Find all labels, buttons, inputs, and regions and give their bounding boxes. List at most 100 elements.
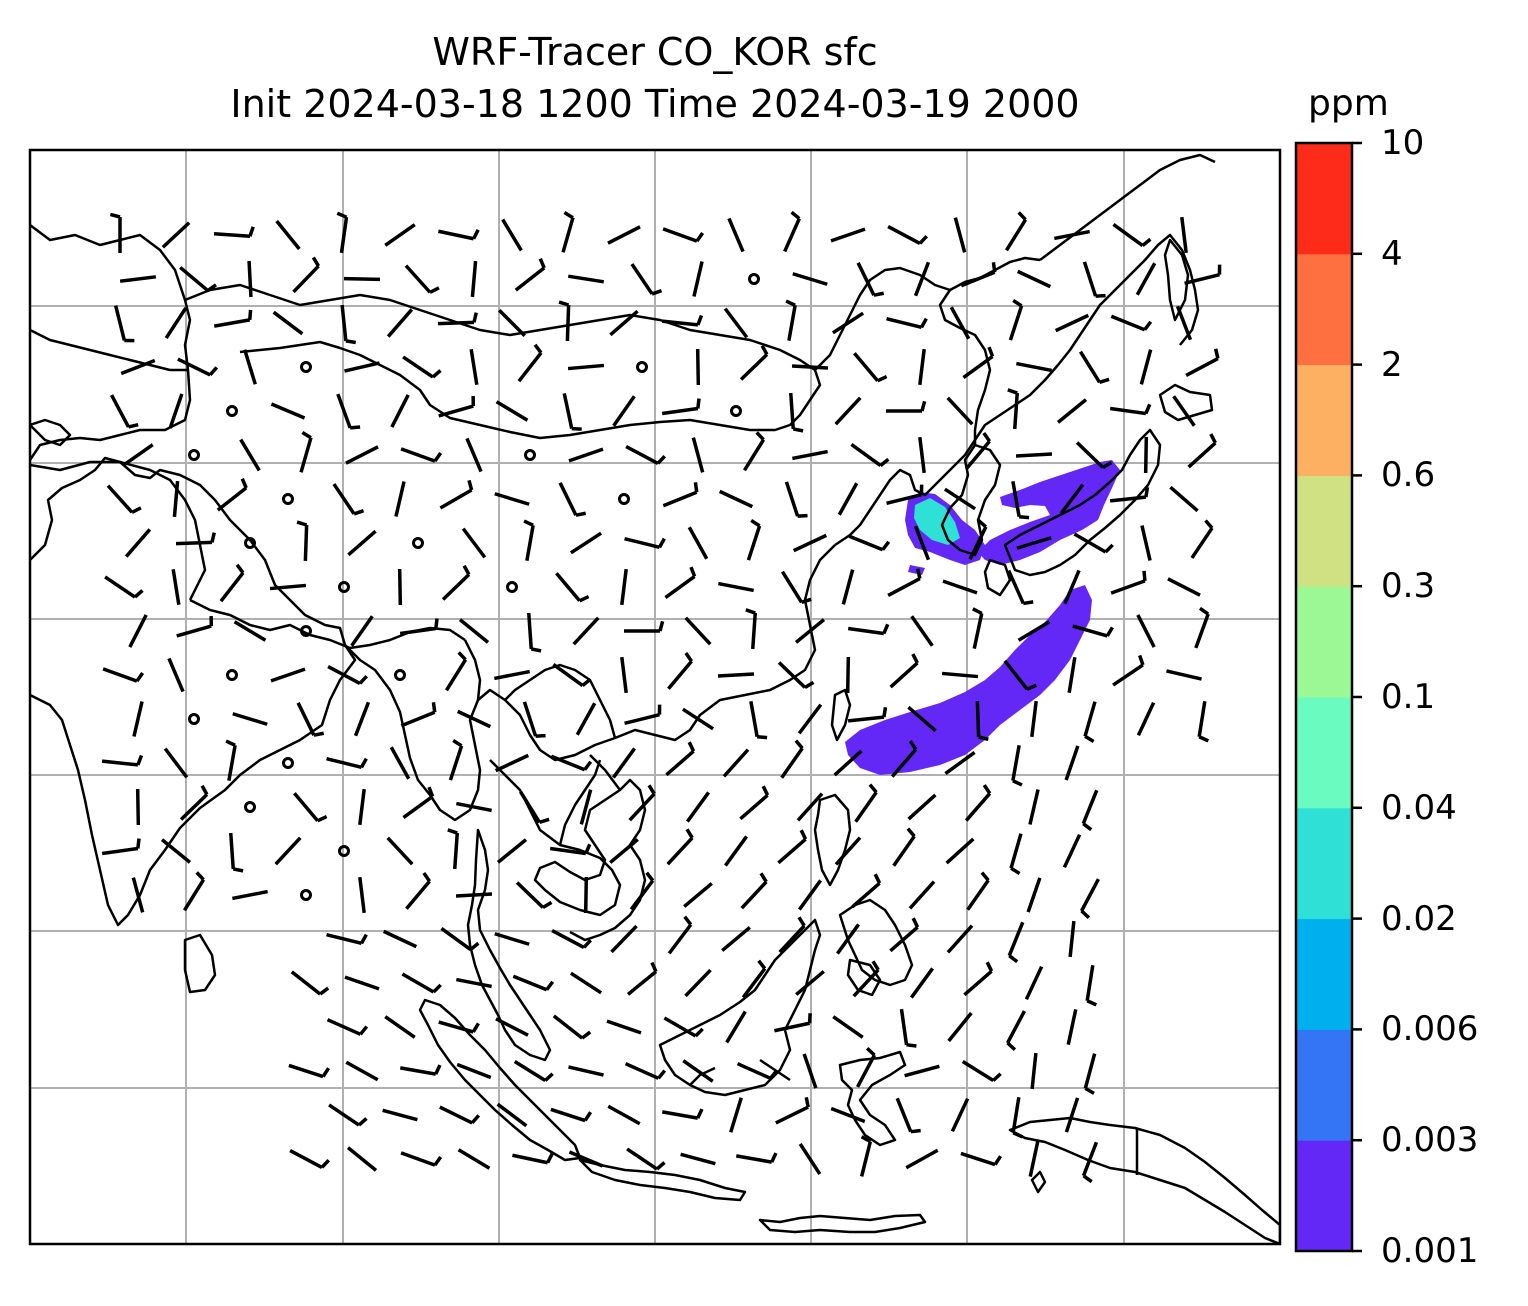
wind-barb-3-14 [274, 836, 302, 866]
wind-barb-15-19 [961, 1059, 1002, 1083]
wind-barb-3-4 [270, 402, 306, 420]
wind-barb-8-21 [568, 1150, 604, 1168]
colorbar-tick-label: 4 [1381, 233, 1403, 274]
wind-barb-10-7 [687, 526, 709, 560]
wind-barb-0-5 [122, 443, 154, 467]
wind-barb-16-13 [1028, 789, 1040, 825]
wind-barb-2-6 [216, 478, 248, 512]
coastlines [30, 153, 1280, 1244]
wind-barb-6-5 [465, 437, 483, 473]
wind-barb-9-8 [620, 568, 628, 606]
wind-barb-15-16 [946, 924, 974, 954]
coast-borneo [658, 918, 822, 1097]
wind-barb-12-10 [777, 661, 815, 690]
wind-barb-1-2 [164, 306, 188, 340]
wind-barb-13-11 [847, 706, 888, 723]
wind-barb-11-19 [736, 1062, 779, 1080]
wind-barb-17-2 [1054, 313, 1090, 333]
wind-barb-0-6 [106, 484, 142, 514]
wind-barb-15-5 [965, 432, 992, 470]
wind-barb-19-10 [1166, 669, 1202, 681]
map-title-line1: WRF-Tracer CO_KOR sfc [432, 30, 878, 74]
wind-barb-13-19 [856, 1047, 876, 1088]
wind-barb-7-20 [496, 1102, 528, 1128]
wind-barb-10-9 [684, 616, 712, 646]
wind-barbs [101, 210, 1222, 1184]
wind-barb-14-11 [907, 705, 937, 733]
wind-barb-15-14 [945, 837, 975, 865]
wind-barb-6-14 [447, 828, 460, 870]
wind-barb-17-14 [1062, 833, 1082, 869]
wind-barb-1-11 [188, 713, 200, 725]
wind-barb-10-17 [684, 968, 712, 998]
wind-barb-8-5 [568, 447, 604, 463]
wind-barb-12-19 [802, 1053, 818, 1089]
wind-barb-1-0 [161, 221, 191, 249]
wind-barb-9-21 [626, 1147, 666, 1171]
wind-barb-7-2 [498, 309, 526, 337]
wind-barb-4-9 [350, 615, 374, 647]
wind-barb-13-20 [830, 1106, 866, 1124]
wind-barb-5-9 [399, 618, 439, 636]
wind-barb-12-16 [778, 916, 806, 954]
wind-barb-9-10 [620, 656, 628, 694]
wind-barb-16-18 [1006, 1010, 1026, 1051]
wind-barb-7-9 [526, 612, 542, 653]
wind-barb-18-11 [1136, 701, 1156, 737]
coast-malay-peninsula [466, 828, 552, 1062]
wind-barb-2-13 [244, 801, 256, 813]
wind-barb-0-4 [110, 394, 139, 429]
wind-barb-4-13 [358, 788, 366, 826]
wind-barb-16-17 [1024, 965, 1044, 1001]
wind-barb-15-2 [949, 306, 971, 340]
wind-barb-13-21 [859, 1135, 873, 1177]
wind-barb-13-13 [854, 783, 878, 823]
wind-barb-6-9 [458, 618, 490, 644]
wind-barb-6-3 [469, 348, 479, 386]
wind-barb-12-4 [788, 392, 804, 433]
wind-barb-13-6 [837, 482, 859, 516]
wind-barb-11-17 [741, 959, 767, 999]
wind-barb-18-1 [1135, 262, 1157, 296]
wind-barb-11-7 [746, 518, 762, 561]
wind-barb-2-14 [228, 832, 244, 873]
wind-barb-17-18 [1066, 1009, 1078, 1045]
wind-barb-13-18 [832, 1015, 864, 1039]
colorbar-swatch-4 [1296, 697, 1352, 809]
wind-barb-10-1 [692, 261, 704, 297]
wind-barb-3-1 [292, 256, 321, 294]
wind-barb-11-5 [742, 431, 766, 472]
coast-philippines-mindanao [838, 898, 914, 987]
coast-japan-kyushu [983, 558, 1012, 597]
wind-barb-3-15 [300, 889, 312, 901]
wind-barb-4-15 [358, 876, 366, 914]
wind-barb-11-15 [740, 872, 768, 910]
wind-barb-18-10 [1112, 654, 1145, 687]
wind-barb-12-6 [784, 481, 808, 518]
wind-barb-14-13 [907, 793, 937, 821]
wind-barb-19-8 [1167, 577, 1201, 597]
wind-barb-10-15 [683, 882, 713, 908]
wind-barb-1-1 [179, 266, 217, 293]
wind-barb-10-12 [665, 741, 696, 777]
wind-barb-4-2 [340, 304, 357, 345]
wind-barb-13-2 [831, 311, 865, 335]
wind-barb-12-3 [791, 364, 829, 370]
wind-barb-16-4 [1007, 388, 1020, 430]
wind-barb-0-10 [102, 667, 145, 683]
border-china-west [30, 460, 207, 601]
wind-barb-2-3 [243, 349, 257, 385]
wind-barb-10-11 [681, 707, 715, 731]
wind-barb-1-6 [172, 480, 180, 518]
wind-barb-1-5 [188, 449, 200, 461]
wind-barb-10-18 [663, 1016, 704, 1038]
wind-barb-7-21 [512, 1153, 554, 1165]
colorbar-swatch-1 [1296, 1029, 1352, 1141]
wind-barb-1-14 [160, 838, 192, 864]
wind-barb-17-21 [1081, 1141, 1099, 1184]
wind-barb-14-5 [918, 436, 926, 474]
wind-barb-4-20 [328, 1103, 368, 1127]
wind-barb-12-12 [780, 739, 804, 779]
wind-barb-16-19 [1030, 1052, 1038, 1090]
coast-timor [1030, 1170, 1047, 1194]
